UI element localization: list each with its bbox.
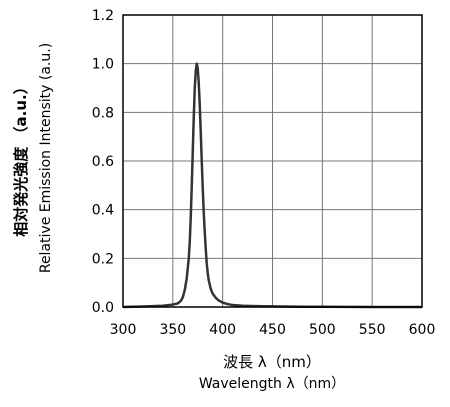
y-tick-labels: 0.0 0.2 0.4 0.6 0.8 1.0 1.2 xyxy=(92,8,114,316)
y-tick-label: 0.6 xyxy=(92,154,114,170)
x-tick-label: 450 xyxy=(259,322,286,338)
x-tick-label: 600 xyxy=(409,322,436,338)
grid xyxy=(123,15,422,307)
y-tick-label: 1.2 xyxy=(92,8,114,24)
y-axis-title-jp: 相対発光強度 （a.u.） xyxy=(12,79,30,236)
spectrum-line xyxy=(122,62,422,309)
y-tick-label: 0.0 xyxy=(92,300,114,316)
x-tick-labels: 300 350 400 450 500 550 600 xyxy=(110,322,436,338)
y-tick-label: 0.4 xyxy=(92,203,114,219)
series-group xyxy=(122,62,422,309)
x-tick-label: 500 xyxy=(309,322,336,338)
x-tick-label: 550 xyxy=(359,322,386,338)
y-tick-label: 0.2 xyxy=(92,251,114,267)
y-tick-label: 1.0 xyxy=(92,57,114,73)
y-tick-label: 0.8 xyxy=(92,105,114,121)
x-axis-title-en: Wavelength λ（nm） xyxy=(199,376,345,392)
y-axis-title-en: Relative Emission Intensity (a.u.) xyxy=(38,43,54,273)
plot-frame xyxy=(122,14,423,308)
x-tick-label: 400 xyxy=(209,322,236,338)
x-tick-label: 300 xyxy=(110,322,137,338)
x-tick-label: 350 xyxy=(159,322,186,338)
x-axis-title-jp: 波長 λ（nm） xyxy=(223,353,321,371)
